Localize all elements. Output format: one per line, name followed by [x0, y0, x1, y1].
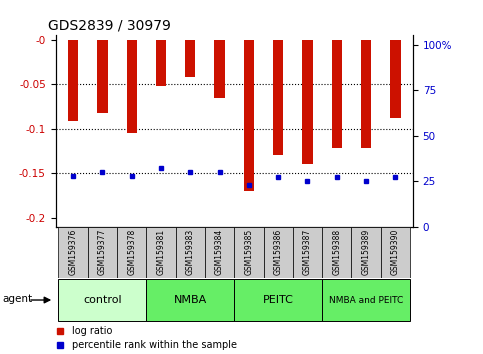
Text: GSM159390: GSM159390	[391, 229, 400, 275]
Bar	[302, 40, 313, 164]
Text: GSM159376: GSM159376	[69, 229, 78, 275]
Text: GSM159387: GSM159387	[303, 229, 312, 275]
Bar	[156, 40, 166, 86]
FancyBboxPatch shape	[352, 227, 381, 278]
FancyBboxPatch shape	[322, 227, 352, 278]
Text: GSM159389: GSM159389	[362, 229, 370, 275]
FancyBboxPatch shape	[58, 279, 146, 321]
Bar	[244, 40, 254, 191]
Text: percentile rank within the sample: percentile rank within the sample	[72, 340, 237, 350]
Text: PEITC: PEITC	[263, 295, 294, 305]
Bar	[185, 40, 196, 77]
Text: GSM159383: GSM159383	[186, 229, 195, 275]
FancyBboxPatch shape	[58, 227, 88, 278]
FancyBboxPatch shape	[381, 227, 410, 278]
Text: GSM159386: GSM159386	[274, 229, 283, 275]
Bar	[214, 40, 225, 98]
FancyBboxPatch shape	[264, 227, 293, 278]
Bar	[127, 40, 137, 133]
FancyBboxPatch shape	[88, 227, 117, 278]
Bar	[361, 40, 371, 148]
Text: agent: agent	[2, 294, 32, 304]
FancyBboxPatch shape	[146, 279, 234, 321]
Text: control: control	[83, 295, 122, 305]
Bar	[68, 40, 78, 121]
Bar	[390, 40, 400, 118]
FancyBboxPatch shape	[146, 227, 176, 278]
Text: log ratio: log ratio	[72, 326, 113, 336]
FancyBboxPatch shape	[176, 227, 205, 278]
Text: GSM159381: GSM159381	[156, 229, 166, 275]
Bar	[273, 40, 284, 155]
Text: GDS2839 / 30979: GDS2839 / 30979	[48, 19, 171, 33]
FancyBboxPatch shape	[293, 227, 322, 278]
Bar	[332, 40, 342, 148]
FancyBboxPatch shape	[205, 227, 234, 278]
Text: GSM159385: GSM159385	[244, 229, 254, 275]
Text: NMBA and PEITC: NMBA and PEITC	[329, 296, 403, 304]
Text: GSM159388: GSM159388	[332, 229, 341, 275]
FancyBboxPatch shape	[322, 279, 410, 321]
Text: GSM159377: GSM159377	[98, 229, 107, 275]
Text: GSM159378: GSM159378	[127, 229, 136, 275]
Text: NMBA: NMBA	[174, 295, 207, 305]
Text: GSM159384: GSM159384	[215, 229, 224, 275]
FancyBboxPatch shape	[234, 227, 264, 278]
FancyBboxPatch shape	[234, 279, 322, 321]
Bar	[97, 40, 108, 113]
FancyBboxPatch shape	[117, 227, 146, 278]
